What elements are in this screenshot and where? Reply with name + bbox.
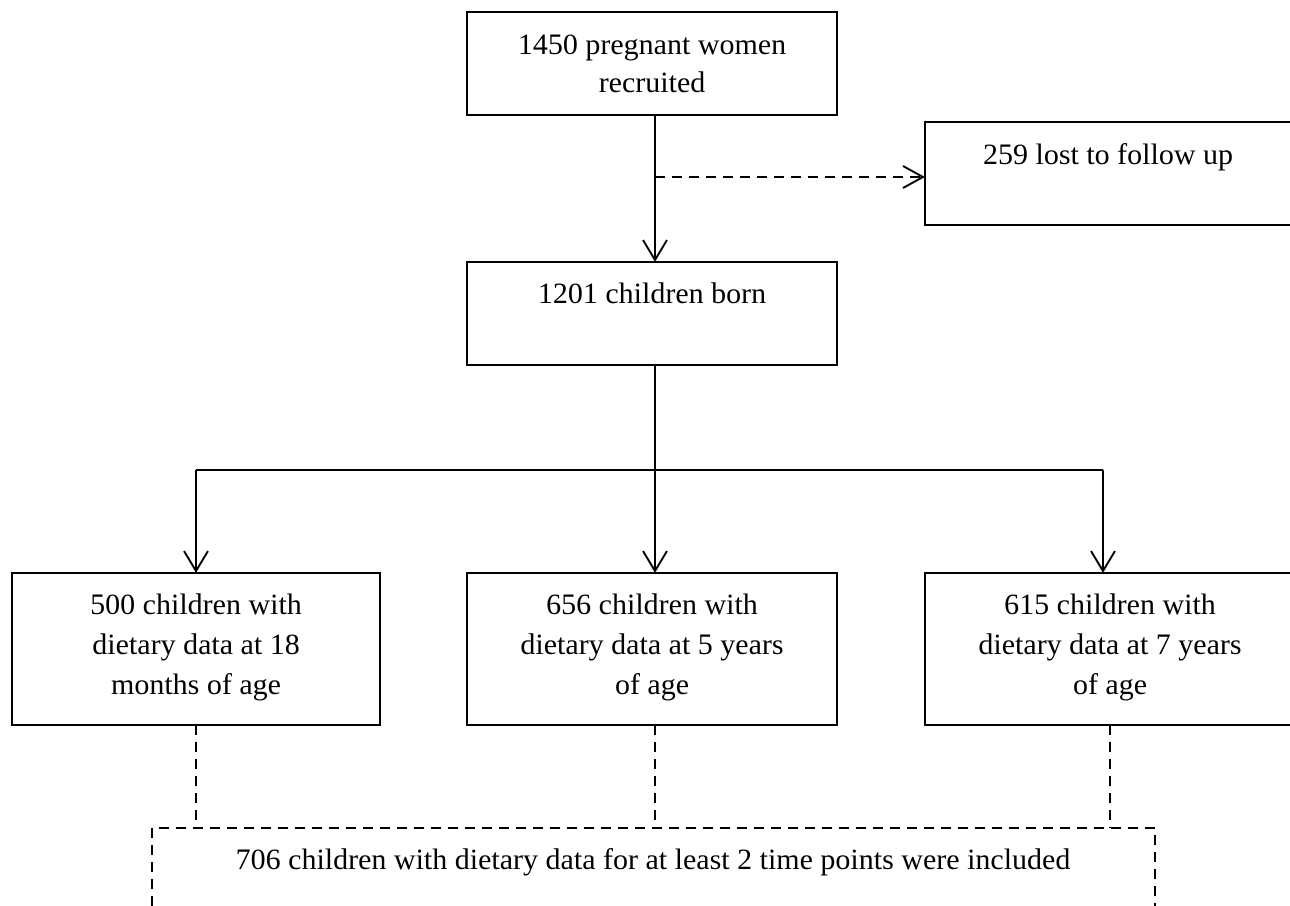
connector [195,725,1111,828]
box-recruited [466,11,838,116]
node-label: 500 children with [90,588,302,621]
box-born [466,261,838,366]
node-label: dietary data at 5 years [520,628,783,661]
box-7-years [924,572,1290,726]
connector [195,365,1104,571]
arrow-head [902,165,926,189]
node-label: dietary data at 18 [92,628,299,661]
arrow-head [183,550,1116,573]
box-included [151,827,1156,906]
node-label: 259 lost to follow up [983,138,1233,171]
box-lost [924,121,1290,226]
node-label: 615 children with [1004,588,1216,621]
box-5-years [466,572,838,726]
node-label: 1450 pregnant women [518,28,786,61]
node-label: months of age [111,668,281,701]
arrow-head [642,239,668,262]
node-label: dietary data at 7 years [978,628,1241,661]
node-label: of age [1073,668,1147,701]
node-label: 1201 children born [538,277,766,310]
node-label: 706 children with dietary data for at le… [236,843,1071,876]
node-label: of age [615,668,689,701]
node-label: recruited [599,66,706,99]
node-label: 656 children with [546,588,758,621]
